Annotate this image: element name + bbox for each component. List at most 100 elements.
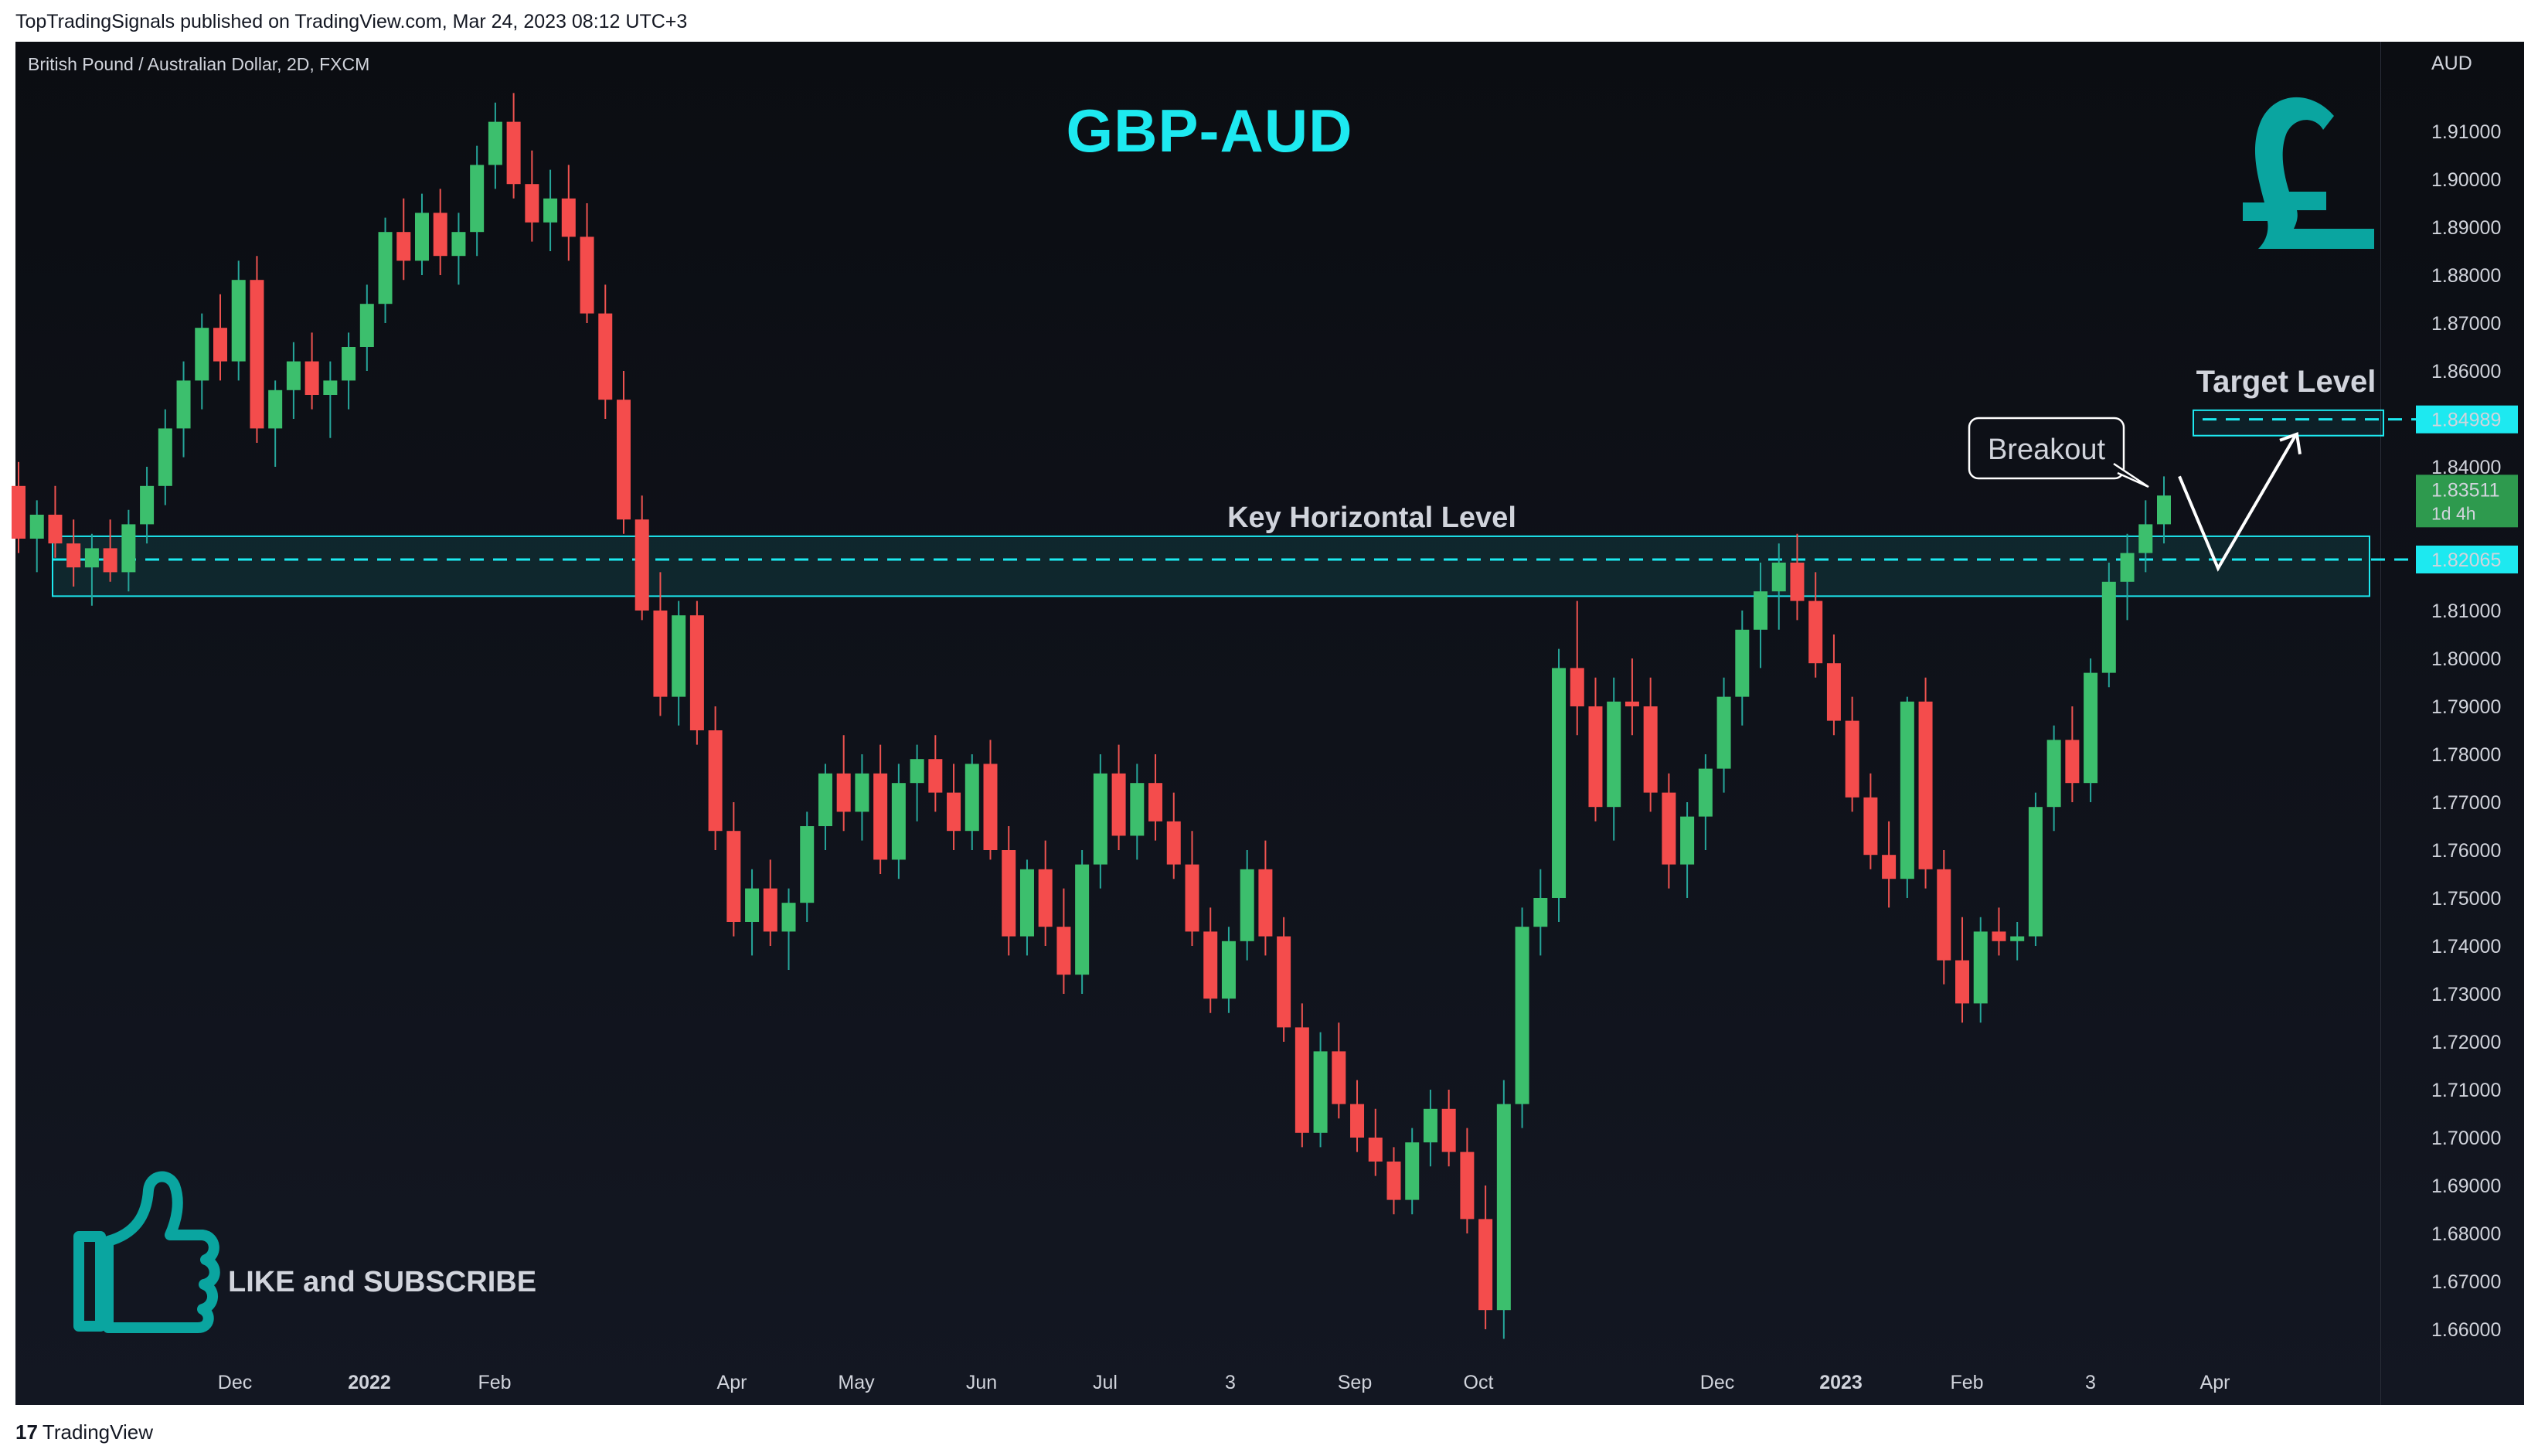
candle-body xyxy=(1588,706,1603,808)
candle-body xyxy=(103,548,117,573)
candle-body xyxy=(965,764,979,832)
candle-body xyxy=(323,380,338,395)
candle-body xyxy=(1056,927,1071,975)
candle-body xyxy=(378,232,393,304)
price-tick-label: 1.70000 xyxy=(2431,1128,2501,1149)
price-axis-divider xyxy=(2380,42,2381,1405)
candle-body xyxy=(653,611,668,697)
candle-body xyxy=(1552,668,1567,898)
tradingview-logo[interactable]: 17 TradingView xyxy=(15,1420,153,1444)
candle-body xyxy=(1277,936,1291,1028)
breakout-callout-pointer xyxy=(2113,462,2149,488)
symbol-info: British Pound / Australian Dollar, 2D, F… xyxy=(28,54,370,74)
candle-body xyxy=(488,121,502,165)
time-tick-label: Oct xyxy=(1464,1372,1494,1393)
candle-body xyxy=(1111,773,1126,836)
candle-body xyxy=(1460,1152,1475,1220)
candle-body xyxy=(910,759,924,784)
candle-body xyxy=(2101,581,2116,673)
candle-body xyxy=(1698,768,1713,817)
candle-body xyxy=(561,198,576,237)
candle-body xyxy=(634,519,649,611)
candle-body xyxy=(1918,701,1933,869)
candle-body xyxy=(543,198,558,223)
time-tick-label: 2023 xyxy=(1819,1372,1863,1393)
candle-body xyxy=(1441,1108,1456,1152)
target-price-tag-bg xyxy=(2416,405,2518,434)
price-tick-label: 1.79000 xyxy=(2431,696,2501,718)
candle-body xyxy=(84,548,99,568)
candle-body xyxy=(48,515,63,544)
candle-body xyxy=(1478,1219,1493,1311)
candle-body xyxy=(672,615,686,697)
candle-body xyxy=(66,543,81,568)
like-subscribe-text: LIKE and SUBSCRIBE xyxy=(228,1266,536,1298)
candle-body xyxy=(176,380,191,429)
time-tick-label: May xyxy=(838,1372,875,1393)
candle-body xyxy=(2120,553,2135,582)
candle-body xyxy=(763,888,777,932)
candle-body xyxy=(268,390,283,429)
candle-body xyxy=(689,615,704,730)
candle-body xyxy=(1185,864,1199,932)
price-tick-label: 1.87000 xyxy=(2431,313,2501,335)
candle-body xyxy=(396,232,411,261)
candle-body xyxy=(1882,855,1897,879)
candle-body xyxy=(1937,869,1951,961)
candle-body xyxy=(414,213,429,261)
candle-body xyxy=(745,888,760,922)
price-tick-label: 1.69000 xyxy=(2431,1175,2501,1197)
breakout-label: Breakout xyxy=(1988,434,2106,466)
price-tick-label: 1.86000 xyxy=(2431,361,2501,383)
breakout-callout-box xyxy=(1968,417,2125,480)
candle-body xyxy=(1093,773,1107,865)
candle-body xyxy=(1405,1142,1420,1200)
candle-body xyxy=(1754,591,1768,630)
time-tick-label: 2022 xyxy=(348,1372,391,1393)
candle-body xyxy=(598,313,613,400)
price-tick-label: 1.81000 xyxy=(2431,600,2501,622)
candle-body xyxy=(580,236,594,314)
candle-body xyxy=(1570,668,1584,706)
candle-body xyxy=(1350,1104,1365,1138)
candle-body xyxy=(1607,701,1621,808)
candle-body xyxy=(1295,1027,1309,1133)
target-level-zone xyxy=(2193,409,2384,437)
price-tick-label: 1.74000 xyxy=(2431,936,2501,958)
candle-body xyxy=(1533,898,1548,927)
candle-body xyxy=(1625,701,1639,706)
chart-frame[interactable]: British Pound / Australian Dollar, 2D, F… xyxy=(15,42,2524,1405)
key-price-tag-bg xyxy=(2416,545,2518,573)
footer: 17 TradingView xyxy=(0,1405,2538,1456)
candle-body xyxy=(1955,960,1970,1004)
candle-body xyxy=(1002,850,1016,937)
candle-body xyxy=(1368,1138,1383,1162)
candle-body xyxy=(1258,869,1273,937)
candle-body xyxy=(726,831,741,922)
candle-body xyxy=(836,773,851,812)
candle-body xyxy=(983,764,998,850)
candle-body xyxy=(1166,821,1181,865)
price-tick-label: 1.73000 xyxy=(2431,984,2501,1005)
price-tick-label: 1.72000 xyxy=(2431,1032,2501,1053)
price-tick-label: 1.90000 xyxy=(2431,169,2501,191)
time-tick-label: 3 xyxy=(2085,1372,2096,1393)
price-tick-label: 1.88000 xyxy=(2431,265,2501,287)
price-tick-label: 1.76000 xyxy=(2431,840,2501,862)
candle-body xyxy=(1845,720,1859,798)
candle-body xyxy=(1075,864,1090,975)
candle-body xyxy=(800,826,815,903)
candle-body xyxy=(1386,1162,1401,1200)
time-tick-label: Jun xyxy=(966,1372,997,1393)
candle-body xyxy=(2138,524,2153,553)
candle-body xyxy=(304,361,319,395)
time-tick-label: 3 xyxy=(1225,1372,1236,1393)
projection-arrowhead xyxy=(2279,431,2302,455)
target-level-label: Target Level xyxy=(2196,365,2376,399)
candle-body xyxy=(708,730,723,832)
price-tick-label: 1.91000 xyxy=(2431,121,2501,143)
projection-path xyxy=(2178,434,2297,572)
candle-countdown: 1d 4h xyxy=(2431,503,2476,523)
candle-body xyxy=(231,280,246,362)
